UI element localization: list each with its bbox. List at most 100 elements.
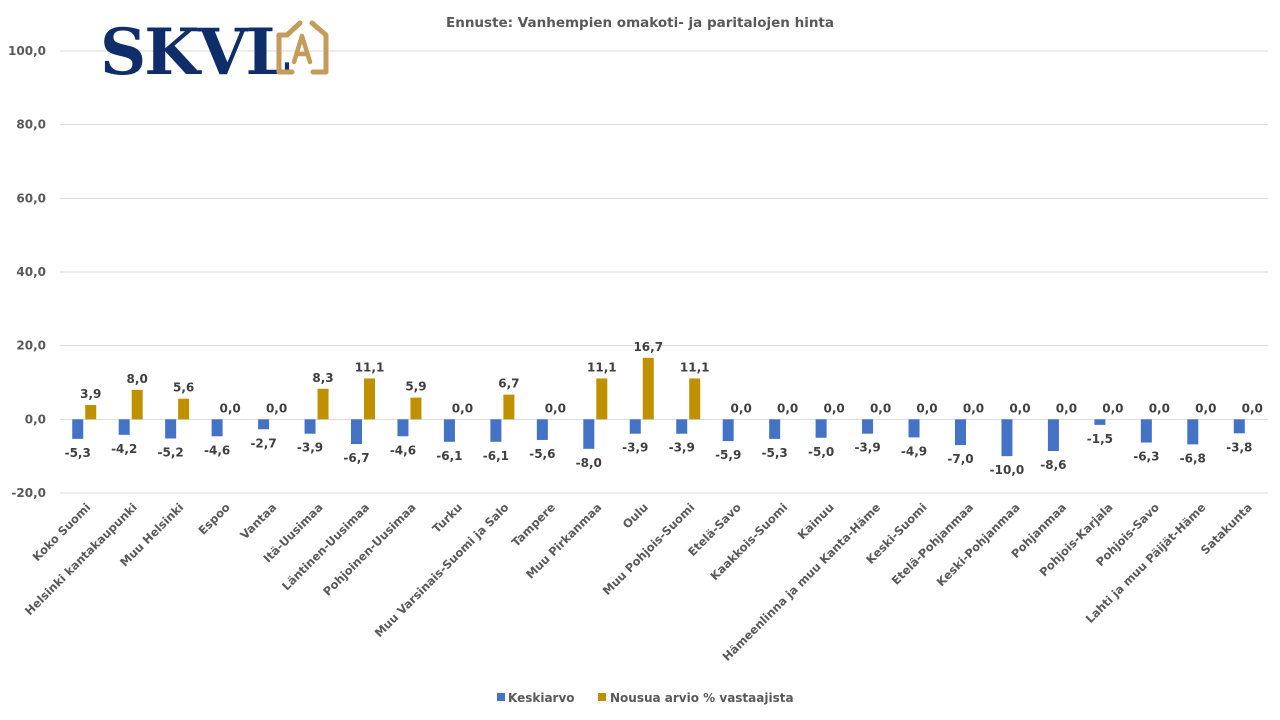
data-label-keskiarvo: -5,2	[158, 445, 184, 459]
bar-keskiarvo	[908, 419, 920, 438]
bar-keskiarvo	[815, 419, 827, 438]
data-label-nousua: 0,0	[266, 401, 287, 415]
bar-keskiarvo	[1187, 419, 1199, 445]
bar-keskiarvo	[443, 419, 455, 442]
bar-keskiarvo	[722, 419, 734, 442]
data-label-keskiarvo: -2,7	[250, 436, 276, 450]
data-label-nousua: 0,0	[1195, 401, 1216, 415]
y-tick-label: -20,0	[11, 486, 46, 500]
data-label-keskiarvo: -7,0	[947, 452, 973, 466]
x-tick-label: Läntinen-Uusimaa	[279, 500, 372, 593]
data-label-nousua: 0,0	[823, 401, 844, 415]
data-label-keskiarvo: -4,9	[901, 444, 927, 458]
x-tick-label: Kainuu	[795, 500, 837, 542]
data-label-nousua: 16,7	[633, 340, 663, 354]
data-label-keskiarvo: -5,9	[715, 448, 741, 462]
bar-keskiarvo	[583, 419, 595, 449]
x-tick-label: Turku	[429, 500, 465, 536]
bar-keskiarvo	[351, 419, 362, 445]
data-label-keskiarvo: -3,8	[1226, 440, 1252, 454]
data-label-keskiarvo: -6,1	[436, 449, 462, 463]
data-label-keskiarvo: -5,6	[529, 447, 555, 461]
bar-keskiarvo	[955, 419, 966, 446]
x-tick-label: Vantaa	[237, 500, 279, 542]
bar-keskiarvo	[1094, 419, 1106, 425]
data-label-nousua: 0,0	[731, 401, 752, 415]
data-labels: -5,3 3,9 -4,2 8,0 -5,2 5,6 -4,6 0,0 -2,7 0,0 -3,9 8…	[65, 340, 1263, 477]
chart-title: Ennuste: Vanhempien omakoti- ja paritalo…	[446, 15, 834, 31]
data-label-nousua: 11,1	[587, 360, 617, 374]
bar-nousua	[689, 378, 701, 420]
y-tick-label: 0,0	[25, 412, 46, 426]
bar-keskiarvo	[862, 419, 874, 434]
y-tick-label: 100,0	[8, 44, 46, 58]
bar-keskiarvo	[304, 419, 316, 434]
data-label-keskiarvo: -3,9	[854, 441, 880, 455]
bar-nousua	[410, 397, 422, 420]
data-label-nousua: 3,9	[80, 387, 101, 401]
bar-nousua	[131, 389, 143, 420]
bar-nousua	[364, 378, 375, 420]
bars	[72, 357, 1258, 457]
data-label-keskiarvo: -1,5	[1087, 432, 1113, 446]
bar-keskiarvo	[1140, 419, 1152, 443]
data-label-nousua: 0,0	[1102, 401, 1123, 415]
x-tick-label: Oulu	[620, 500, 651, 531]
bar-keskiarvo	[211, 419, 223, 437]
data-label-keskiarvo: -3,9	[622, 441, 648, 455]
data-label-keskiarvo: -4,2	[111, 442, 137, 456]
y-tick-label: 40,0	[16, 265, 46, 279]
data-label-keskiarvo: -5,3	[65, 446, 91, 460]
data-label-nousua: 8,3	[312, 371, 333, 385]
data-label-nousua: 0,0	[963, 401, 984, 415]
data-label-nousua: 0,0	[1149, 401, 1170, 415]
bar-nousua	[642, 357, 654, 420]
x-tick-label: Tampere	[509, 500, 558, 549]
x-tick-label: Kaakkois-Suomi	[707, 500, 790, 583]
bar-keskiarvo	[1233, 419, 1245, 434]
legend-swatch-keskiarvo	[497, 693, 505, 701]
y-axis: 100,0 80,0 60,0 40,0 20,0 0,0 -20,0	[8, 44, 46, 500]
data-label-nousua: 0,0	[452, 401, 473, 415]
x-tick-label: Pohjoinen-Uusimaa	[320, 500, 418, 598]
data-label-keskiarvo: -3,9	[669, 441, 695, 455]
bar-nousua	[317, 388, 329, 420]
legend-label-keskiarvo: Keskiarvo	[508, 691, 575, 705]
data-label-keskiarvo: -4,6	[204, 443, 230, 457]
data-label-nousua: 0,0	[777, 401, 798, 415]
bar-keskiarvo	[118, 419, 130, 435]
data-label-nousua: 0,0	[1056, 401, 1077, 415]
bar-keskiarvo	[1047, 419, 1059, 452]
data-label-nousua: 0,0	[916, 401, 937, 415]
bar-nousua	[85, 404, 97, 420]
data-label-nousua: 5,9	[405, 380, 426, 394]
legend-swatch-nousua	[598, 693, 606, 701]
bar-keskiarvo	[397, 419, 409, 437]
data-label-keskiarvo: -6,8	[1180, 451, 1206, 465]
data-label-keskiarvo: -6,1	[483, 449, 509, 463]
data-label-keskiarvo: -10,0	[990, 463, 1025, 477]
bar-nousua	[503, 394, 515, 420]
data-label-keskiarvo: -6,7	[343, 451, 369, 465]
data-label-nousua: 0,0	[219, 401, 240, 415]
x-tick-label: Espoo	[195, 500, 232, 537]
x-tick-label: Muu Pohjois-Suomi	[600, 500, 698, 598]
y-tick-label: 60,0	[16, 191, 46, 205]
bar-keskiarvo	[676, 419, 688, 434]
bar-keskiarvo	[769, 419, 781, 439]
bar-nousua	[178, 398, 190, 420]
data-label-nousua: 0,0	[1242, 401, 1263, 415]
bar-keskiarvo	[490, 419, 502, 442]
legend-label-nousua: Nousua arvio % vastaajista	[610, 691, 794, 705]
data-label-nousua: 11,1	[355, 360, 385, 374]
bar-keskiarvo	[165, 419, 177, 439]
data-label-nousua: 11,1	[680, 360, 710, 374]
bar-keskiarvo	[72, 419, 84, 439]
x-tick-label: Keski-Pohjanmaa	[934, 500, 1023, 589]
gridlines	[60, 50, 1268, 494]
logo-house-icon	[276, 20, 329, 75]
bar-keskiarvo	[629, 419, 641, 434]
bar-keskiarvo	[536, 419, 548, 440]
bar-nousua	[596, 378, 608, 420]
